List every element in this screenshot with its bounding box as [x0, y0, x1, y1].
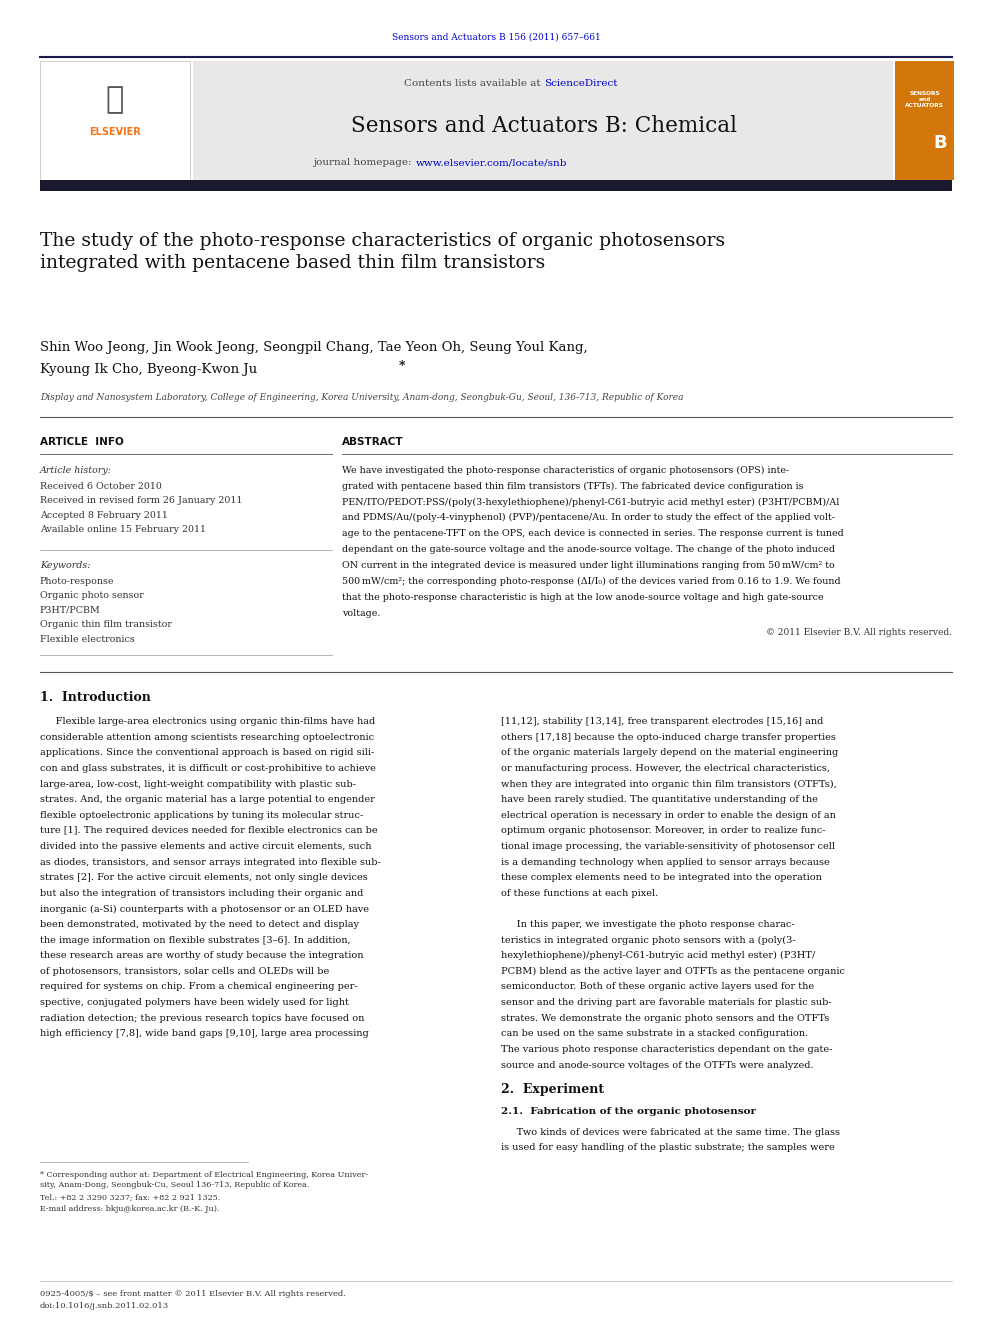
- Text: flexible optoelectronic applications by tuning its molecular struc-: flexible optoelectronic applications by …: [40, 811, 363, 820]
- Text: when they are integrated into organic thin film transistors (OTFTs),: when they are integrated into organic th…: [501, 779, 836, 789]
- Text: Photo-response: Photo-response: [40, 577, 114, 586]
- Text: or manufacturing process. However, the electrical characteristics,: or manufacturing process. However, the e…: [501, 763, 830, 773]
- Text: Available online 15 February 2011: Available online 15 February 2011: [40, 525, 205, 534]
- Text: doi:10.1016/j.snb.2011.02.013: doi:10.1016/j.snb.2011.02.013: [40, 1302, 169, 1310]
- Text: * Corresponding author at: Department of Electrical Engineering, Korea Univer-: * Corresponding author at: Department of…: [40, 1171, 368, 1179]
- Text: have been rarely studied. The quantitative understanding of the: have been rarely studied. The quantitati…: [501, 795, 817, 804]
- FancyBboxPatch shape: [40, 180, 952, 191]
- Text: can be used on the same substrate in a stacked configuration.: can be used on the same substrate in a s…: [501, 1029, 808, 1039]
- Text: B: B: [933, 134, 947, 152]
- Text: radiation detection; the previous research topics have focused on: radiation detection; the previous resear…: [40, 1013, 364, 1023]
- Text: is a demanding technology when applied to sensor arrays because: is a demanding technology when applied t…: [501, 857, 829, 867]
- Text: grated with pentacene based thin film transistors (TFTs). The fabricated device : grated with pentacene based thin film tr…: [342, 482, 804, 491]
- Text: *: *: [399, 360, 406, 373]
- FancyBboxPatch shape: [40, 61, 190, 180]
- Text: 2.  Experiment: 2. Experiment: [501, 1082, 604, 1095]
- Text: We have investigated the photo-response characteristics of organic photosensors : We have investigated the photo-response …: [342, 466, 790, 475]
- Text: The study of the photo-response characteristics of organic photosensors
integrat: The study of the photo-response characte…: [40, 232, 725, 273]
- Text: Keywords:: Keywords:: [40, 561, 90, 570]
- Text: Received 6 October 2010: Received 6 October 2010: [40, 482, 162, 491]
- Text: 1.  Introduction: 1. Introduction: [40, 691, 151, 704]
- Text: In this paper, we investigate the photo response charac-: In this paper, we investigate the photo …: [501, 919, 795, 929]
- Text: Article history:: Article history:: [40, 466, 112, 475]
- Text: ScienceDirect: ScienceDirect: [545, 79, 618, 87]
- Text: The various photo response characteristics dependant on the gate-: The various photo response characteristi…: [501, 1045, 832, 1054]
- Text: of photosensors, transistors, solar cells and OLEDs will be: of photosensors, transistors, solar cell…: [40, 967, 329, 976]
- Text: Organic thin film transistor: Organic thin film transistor: [40, 620, 172, 630]
- Text: electrical operation is necessary in order to enable the design of an: electrical operation is necessary in ord…: [501, 811, 836, 820]
- Text: high efficiency [7,8], wide band gaps [9,10], large area processing: high efficiency [7,8], wide band gaps [9…: [40, 1029, 368, 1039]
- Text: Flexible electronics: Flexible electronics: [40, 635, 135, 644]
- Text: Accepted 8 February 2011: Accepted 8 February 2011: [40, 511, 168, 520]
- Text: voltage.: voltage.: [342, 609, 381, 618]
- Text: www.elsevier.com/locate/snb: www.elsevier.com/locate/snb: [416, 159, 567, 167]
- Text: optimum organic photosensor. Moreover, in order to realize func-: optimum organic photosensor. Moreover, i…: [501, 827, 825, 835]
- Text: been demonstrated, motivated by the need to detect and display: been demonstrated, motivated by the need…: [40, 919, 359, 929]
- Text: the image information on flexible substrates [3–6]. In addition,: the image information on flexible substr…: [40, 935, 350, 945]
- Text: © 2011 Elsevier B.V. All rights reserved.: © 2011 Elsevier B.V. All rights reserved…: [766, 628, 952, 638]
- Text: others [17,18] because the opto-induced charge transfer properties: others [17,18] because the opto-induced …: [501, 733, 836, 742]
- Text: that the photo-response characteristic is high at the low anode-source voltage a: that the photo-response characteristic i…: [342, 593, 824, 602]
- Text: Tel.: +82 2 3290 3237; fax: +82 2 921 1325.: Tel.: +82 2 3290 3237; fax: +82 2 921 13…: [40, 1193, 220, 1201]
- FancyBboxPatch shape: [193, 61, 893, 180]
- Text: 0925-4005/$ – see front matter © 2011 Elsevier B.V. All rights reserved.: 0925-4005/$ – see front matter © 2011 El…: [40, 1290, 345, 1298]
- Text: 2.1.  Fabrication of the organic photosensor: 2.1. Fabrication of the organic photosen…: [501, 1106, 756, 1115]
- Text: 🌲: 🌲: [106, 85, 124, 114]
- Text: sity, Anam-Dong, Seongbuk-Cu, Seoul 136-713, Republic of Korea.: sity, Anam-Dong, Seongbuk-Cu, Seoul 136-…: [40, 1181, 310, 1189]
- Text: considerable attention among scientists researching optoelectronic: considerable attention among scientists …: [40, 733, 374, 742]
- Text: applications. Since the conventional approach is based on rigid sili-: applications. Since the conventional app…: [40, 749, 374, 757]
- Text: inorganic (a-Si) counterparts with a photosensor or an OLED have: inorganic (a-Si) counterparts with a pho…: [40, 905, 369, 913]
- Text: Display and Nanosystem Laboratory, College of Engineering, Korea University, Ana: Display and Nanosystem Laboratory, Colle…: [40, 393, 683, 402]
- Text: and PDMS/Au/(poly-4-vinyphenol) (PVP)/pentacene/Au. In order to study the effect: and PDMS/Au/(poly-4-vinyphenol) (PVP)/pe…: [342, 513, 835, 523]
- Text: SENSORS
and
ACTUATORS: SENSORS and ACTUATORS: [905, 90, 944, 108]
- Text: divided into the passive elements and active circuit elements, such: divided into the passive elements and ac…: [40, 841, 371, 851]
- Text: source and anode-source voltages of the OTFTs were analyzed.: source and anode-source voltages of the …: [501, 1061, 813, 1069]
- Text: con and glass substrates, it is difficult or cost-prohibitive to achieve: con and glass substrates, it is difficul…: [40, 763, 376, 773]
- Text: strates. We demonstrate the organic photo sensors and the OTFTs: strates. We demonstrate the organic phot…: [501, 1013, 829, 1023]
- Text: PEN/ITO/PEDOT:PSS/(poly(3-hexylethiophene)/phenyl-C61-butryic acid methyl ester): PEN/ITO/PEDOT:PSS/(poly(3-hexylethiophen…: [342, 497, 839, 507]
- Text: strates. And, the organic material has a large potential to engender: strates. And, the organic material has a…: [40, 795, 375, 804]
- Text: Organic photo sensor: Organic photo sensor: [40, 591, 144, 601]
- Text: ABSTRACT: ABSTRACT: [342, 437, 404, 447]
- Text: sensor and the driving part are favorable materials for plastic sub-: sensor and the driving part are favorabl…: [501, 998, 831, 1007]
- Text: required for systems on chip. From a chemical engineering per-: required for systems on chip. From a che…: [40, 983, 357, 991]
- Text: Two kinds of devices were fabricated at the same time. The glass: Two kinds of devices were fabricated at …: [501, 1127, 840, 1136]
- Text: spective, conjugated polymers have been widely used for light: spective, conjugated polymers have been …: [40, 998, 348, 1007]
- Text: Kyoung Ik Cho, Byeong-Kwon Ju: Kyoung Ik Cho, Byeong-Kwon Ju: [40, 363, 257, 376]
- Text: tional image processing, the variable-sensitivity of photosensor cell: tional image processing, the variable-se…: [501, 841, 835, 851]
- Text: Received in revised form 26 January 2011: Received in revised form 26 January 2011: [40, 496, 242, 505]
- Text: ELSEVIER: ELSEVIER: [89, 127, 141, 138]
- Text: ARTICLE  INFO: ARTICLE INFO: [40, 437, 123, 447]
- Text: is used for easy handling of the plastic substrate; the samples were: is used for easy handling of the plastic…: [501, 1143, 834, 1152]
- Text: Shin Woo Jeong, Jin Wook Jeong, Seongpil Chang, Tae Yeon Oh, Seung Youl Kang,: Shin Woo Jeong, Jin Wook Jeong, Seongpil…: [40, 341, 587, 355]
- Text: of the organic materials largely depend on the material engineering: of the organic materials largely depend …: [501, 749, 838, 757]
- Text: ON current in the integrated device is measured under light illuminations rangin: ON current in the integrated device is m…: [342, 561, 835, 570]
- Text: PCBM) blend as the active layer and OTFTs as the pentacene organic: PCBM) blend as the active layer and OTFT…: [501, 967, 845, 976]
- Text: as diodes, transistors, and sensor arrays integrated into flexible sub-: as diodes, transistors, and sensor array…: [40, 857, 380, 867]
- Text: E-mail address: bkju@korea.ac.kr (B.-K. Ju).: E-mail address: bkju@korea.ac.kr (B.-K. …: [40, 1205, 219, 1213]
- Text: age to the pentacene-TFT on the OPS, each device is connected in series. The res: age to the pentacene-TFT on the OPS, eac…: [342, 529, 844, 538]
- Text: semiconductor. Both of these organic active layers used for the: semiconductor. Both of these organic act…: [501, 983, 814, 991]
- FancyBboxPatch shape: [895, 61, 954, 180]
- Text: ture [1]. The required devices needed for flexible electronics can be: ture [1]. The required devices needed fo…: [40, 827, 377, 835]
- Text: 500 mW/cm²; the corresponding photo-response (ΔI/I₀) of the devices varied from : 500 mW/cm²; the corresponding photo-resp…: [342, 577, 841, 586]
- Text: these research areas are worthy of study because the integration: these research areas are worthy of study…: [40, 951, 363, 960]
- Text: dependant on the gate-source voltage and the anode-source voltage. The change of: dependant on the gate-source voltage and…: [342, 545, 835, 554]
- Text: these complex elements need to be integrated into the operation: these complex elements need to be integr…: [501, 873, 821, 882]
- Text: Sensors and Actuators B: Chemical: Sensors and Actuators B: Chemical: [350, 115, 737, 136]
- Text: large-area, low-cost, light-weight compatibility with plastic sub-: large-area, low-cost, light-weight compa…: [40, 779, 356, 789]
- Text: Contents lists available at: Contents lists available at: [404, 79, 544, 87]
- Text: hexylethiophene)/phenyl-C61-butryic acid methyl ester) (P3HT/: hexylethiophene)/phenyl-C61-butryic acid…: [501, 951, 815, 960]
- Text: P3HT/PCBM: P3HT/PCBM: [40, 606, 100, 615]
- Text: Sensors and Actuators B 156 (2011) 657–661: Sensors and Actuators B 156 (2011) 657–6…: [392, 33, 600, 41]
- Text: [11,12], stability [13,14], free transparent electrodes [15,16] and: [11,12], stability [13,14], free transpa…: [501, 717, 823, 726]
- Text: teristics in integrated organic photo sensors with a (poly(3-: teristics in integrated organic photo se…: [501, 935, 796, 945]
- Text: strates [2]. For the active circuit elements, not only single devices: strates [2]. For the active circuit elem…: [40, 873, 367, 882]
- Text: journal homepage:: journal homepage:: [312, 159, 415, 167]
- Text: but also the integration of transistors including their organic and: but also the integration of transistors …: [40, 889, 363, 898]
- Text: Flexible large-area electronics using organic thin-films have had: Flexible large-area electronics using or…: [40, 717, 375, 726]
- Text: of these functions at each pixel.: of these functions at each pixel.: [501, 889, 659, 898]
